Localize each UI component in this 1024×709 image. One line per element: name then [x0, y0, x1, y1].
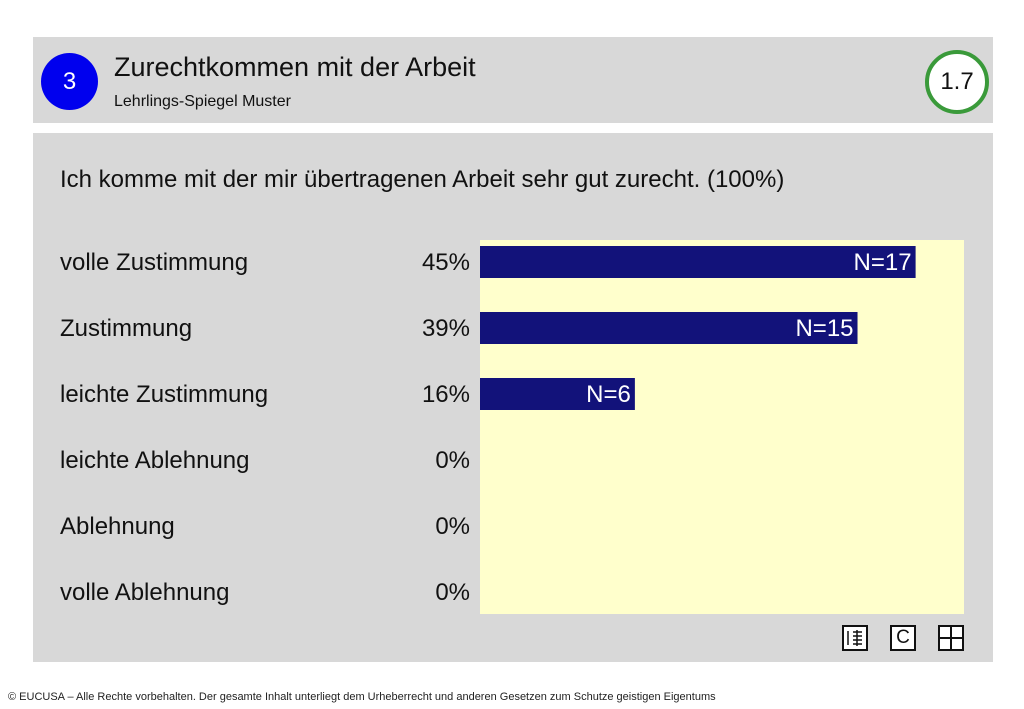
- page-title: Zurechtkommen mit der Arbeit: [114, 52, 476, 82]
- header-panel: [33, 37, 993, 123]
- percent-label: 0%: [435, 579, 470, 606]
- bar-chart: N=17 N=15 N=6: [480, 240, 964, 614]
- grid-view-icon[interactable]: [938, 625, 964, 651]
- category-label: leichte Ablehnung: [60, 447, 250, 474]
- category-label: volle Ablehnung: [60, 579, 230, 606]
- footer-icon-bar: C: [842, 625, 968, 653]
- n-label: N=15: [795, 315, 853, 342]
- category-label: Ablehnung: [60, 513, 175, 540]
- page-number-badge: 1.7: [925, 50, 989, 114]
- category-label: volle Zustimmung: [60, 249, 249, 276]
- list-view-icon[interactable]: [842, 625, 868, 651]
- c-icon-label: C: [896, 627, 910, 648]
- percent-label: 45%: [421, 249, 470, 276]
- category-label: leichte Zustimmung: [60, 381, 269, 408]
- c-icon[interactable]: C: [890, 625, 916, 651]
- section-number-badge: 3: [41, 53, 98, 110]
- bar: [480, 246, 916, 278]
- percent-label: 0%: [435, 447, 470, 474]
- copyright-notice: © EUCUSA – Alle Rechte vorbehalten. Der …: [8, 691, 716, 703]
- page-subtitle: Lehrlings-Spiegel Muster: [114, 93, 291, 110]
- category-label: Zustimmung: [60, 315, 193, 342]
- n-label: N=6: [586, 381, 631, 408]
- n-label: N=17: [854, 249, 912, 276]
- percent-label: 0%: [435, 513, 470, 540]
- percent-label: 16%: [421, 381, 470, 408]
- plot-background: [480, 240, 964, 614]
- bar: [480, 378, 635, 410]
- question-text: Ich komme mit der mir übertragenen Arbei…: [60, 166, 785, 193]
- bar: [480, 312, 858, 344]
- percent-label: 39%: [421, 315, 470, 342]
